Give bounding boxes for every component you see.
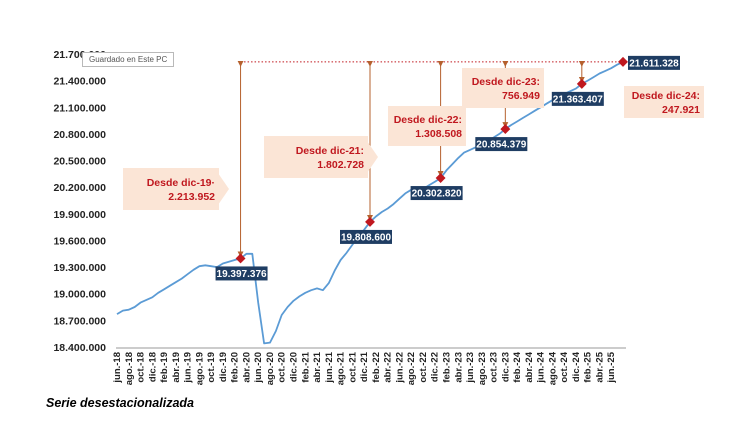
x-tick-label: oct.-18 bbox=[136, 352, 147, 383]
annotation-value: 756.949 bbox=[502, 90, 540, 102]
data-point-marker bbox=[500, 124, 511, 135]
y-tick-label: 21.100.000 bbox=[53, 102, 106, 114]
x-tick-label: ago.-18 bbox=[124, 352, 135, 385]
value-label-box bbox=[340, 229, 392, 244]
data-point-marker bbox=[576, 78, 587, 89]
annotation-title: Desde dic-19· bbox=[147, 177, 215, 189]
x-tick-label: feb.-25 bbox=[583, 351, 594, 382]
x-tick-label: feb.-20 bbox=[230, 352, 241, 383]
y-tick-label: 21.400.000 bbox=[53, 76, 106, 88]
data-point-marker bbox=[235, 253, 246, 264]
x-tick-label: dic.-22 bbox=[430, 352, 441, 382]
y-tick-label: 20.200.000 bbox=[53, 182, 106, 194]
x-tick-label: oct.-22 bbox=[418, 352, 429, 383]
x-tick-label: feb.-24 bbox=[512, 351, 523, 382]
annotation-title: Desde dic-22: bbox=[394, 114, 462, 126]
value-label-box bbox=[628, 55, 680, 70]
x-tick-label: oct.-19 bbox=[206, 352, 217, 383]
y-tick-label: 18.400.000 bbox=[53, 342, 106, 354]
value-label: 19.808.600 bbox=[341, 232, 391, 243]
x-tick-label: ago.-24 bbox=[547, 351, 558, 385]
y-tick-label: 19.600.000 bbox=[53, 235, 106, 247]
x-tick-label: oct.-20 bbox=[277, 352, 288, 383]
annotation-callout bbox=[624, 86, 704, 118]
value-label: 21.363.407 bbox=[553, 94, 603, 105]
value-labels: 19.397.376 19.808.600 20.302.820 20.854.379… bbox=[215, 55, 680, 281]
value-label-box bbox=[410, 186, 463, 201]
y-tick-label: 19.000.000 bbox=[53, 289, 106, 301]
y-tick-label: 20.500.000 bbox=[53, 156, 106, 168]
x-tick-label: ago.-19 bbox=[194, 352, 205, 385]
x-tick-label: dic.-20 bbox=[289, 352, 300, 382]
y-tick-label: 20.800.000 bbox=[53, 129, 106, 141]
x-tick-label: jun.-22 bbox=[394, 352, 405, 384]
value-label: 20.302.820 bbox=[412, 189, 462, 200]
x-tick-label: ago.-23 bbox=[477, 352, 488, 385]
x-tick-label: abr.-20 bbox=[241, 352, 252, 383]
x-tick-label: feb.-23 bbox=[441, 352, 452, 383]
annotation-callout bbox=[123, 168, 229, 210]
annotation-callout bbox=[462, 68, 544, 108]
annotation-title: Desde dic-24: bbox=[632, 90, 700, 102]
value-label-box bbox=[215, 266, 268, 281]
annotations: Desde dic-19· 2.213.952 Desde dic-21: 1.802… bbox=[123, 60, 704, 258]
value-label-box bbox=[475, 137, 528, 152]
x-tick-label: ago.-20 bbox=[265, 352, 276, 385]
x-tick-label: abr.-25 bbox=[594, 351, 605, 382]
x-tick-label: abr.-23 bbox=[453, 352, 464, 383]
x-tick-label: jun.-21 bbox=[324, 351, 335, 383]
data-point-marker bbox=[365, 216, 375, 227]
annotation-value: 1.802.728 bbox=[317, 159, 364, 171]
x-tick-label: oct.-23 bbox=[489, 352, 500, 383]
x-tick-label: ago.-21 bbox=[336, 351, 347, 385]
x-tick-label: oct.-24 bbox=[559, 351, 570, 382]
data-point-marker bbox=[618, 56, 628, 67]
value-label: 20.854.379 bbox=[476, 140, 526, 151]
x-tick-label: feb.-21 bbox=[300, 351, 311, 382]
annotation-value: 2.213.952 bbox=[168, 191, 215, 203]
x-tick-label: jun.-20 bbox=[253, 352, 264, 384]
x-tick-label: jun.-18 bbox=[112, 352, 123, 384]
x-tick-label: dic.-18 bbox=[147, 352, 158, 382]
annotation-callout bbox=[264, 136, 378, 178]
x-tick-label: feb.-22 bbox=[371, 352, 382, 383]
y-tick-label: 19.300.000 bbox=[53, 262, 106, 274]
x-tick-label: jun.-25 bbox=[606, 351, 617, 383]
x-tick-label: feb.-19 bbox=[159, 352, 170, 383]
x-tick-label: dic.-23 bbox=[500, 352, 511, 382]
value-label: 21.611.328 bbox=[629, 58, 679, 69]
saved-tooltip: Guardado en Este PC bbox=[82, 52, 175, 67]
x-tick-label: dic.-19 bbox=[218, 352, 229, 382]
footnote: Serie desestacionalizada bbox=[46, 396, 194, 410]
value-label: 19.397.376 bbox=[217, 269, 267, 280]
data-point-marker bbox=[435, 173, 446, 184]
axes: 18.400.000 18.700.000 19.000.000 19.300.000… bbox=[53, 49, 626, 385]
value-label-box bbox=[551, 91, 604, 106]
y-tick-label: 18.700.000 bbox=[53, 315, 106, 327]
x-tick-label: dic.-21 bbox=[359, 351, 370, 382]
annotation-value: 1.308.508 bbox=[415, 128, 462, 140]
x-tick-label: oct.-21 bbox=[347, 351, 358, 382]
x-tick-label: ago.-22 bbox=[406, 352, 417, 385]
annotation-title: Desde dic-21: bbox=[296, 145, 364, 157]
x-tick-label: abr.-22 bbox=[383, 352, 394, 383]
x-tick-label: dic.-24 bbox=[571, 351, 582, 382]
x-tick-label: abr.-24 bbox=[524, 351, 535, 382]
x-tick-label: jun.-23 bbox=[465, 352, 476, 384]
x-tick-label: abr.-19 bbox=[171, 352, 182, 383]
x-tick-label: jun.-24 bbox=[536, 351, 547, 383]
annotation-callout bbox=[388, 106, 466, 146]
annotation-value: 247.921 bbox=[662, 104, 700, 116]
x-tick-label: abr.-21 bbox=[312, 351, 323, 382]
x-tick-label: jun.-19 bbox=[183, 352, 194, 384]
annotation-title: Desde dic-23: bbox=[472, 76, 540, 88]
y-tick-label: 19.900.000 bbox=[53, 209, 106, 221]
